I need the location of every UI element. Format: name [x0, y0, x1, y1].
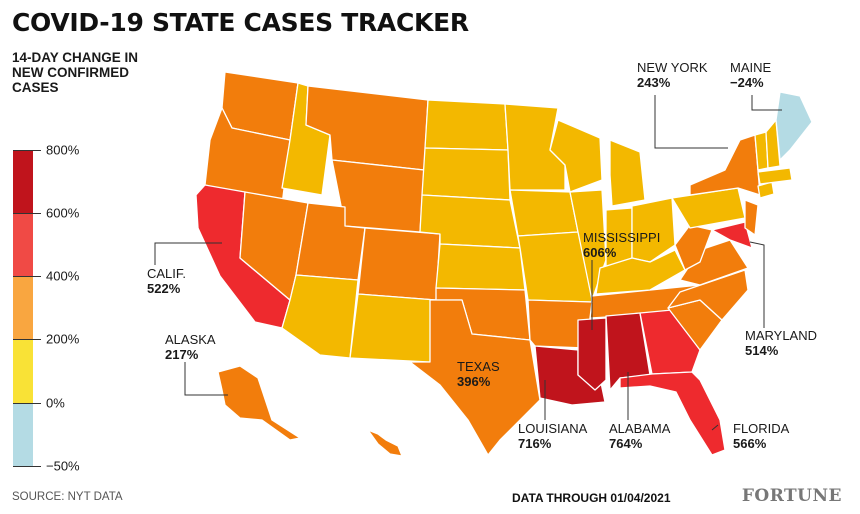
callout-name: NEW YORK — [637, 60, 708, 75]
legend-segment-600-800 — [13, 150, 33, 213]
state-new-hampshire — [765, 119, 781, 169]
callout-mississippi: MISSISSIPPI 606% — [583, 230, 660, 260]
legend-segment-400-600 — [13, 213, 33, 276]
leader-new-york — [654, 95, 728, 149]
legend-title: 14-DAY CHANGE IN NEW CONFIRMED CASES — [12, 50, 139, 95]
state-ohio — [631, 197, 676, 263]
callout-name: MAINE — [730, 60, 772, 75]
legend-tick-label: −50% — [46, 458, 80, 474]
legend-tick-label: 400% — [46, 268, 80, 284]
callout-name: ALABAMA — [609, 421, 671, 436]
state-massachusetts — [757, 167, 793, 185]
state-mississippi — [577, 317, 607, 391]
state-west-virginia — [674, 224, 713, 271]
legend-tick-line — [13, 403, 41, 404]
state-georgia — [639, 309, 701, 375]
state-florida — [619, 371, 726, 456]
callout-name: FLORIDA — [733, 421, 790, 436]
callout-name: MARYLAND — [745, 328, 818, 343]
callout-value: 764% — [609, 436, 643, 451]
state-new-york — [689, 134, 761, 196]
callout-louisiana: LOUISIANA 716% — [518, 421, 587, 451]
callout-value: 514% — [745, 343, 779, 358]
legend-tick-label: 0% — [46, 395, 65, 411]
callout-value: 522% — [147, 281, 181, 296]
callout-value: 217% — [165, 347, 199, 362]
callout-name: TEXAS — [457, 359, 500, 374]
callout-florida: FLORIDA 566% — [733, 421, 789, 451]
callout-new-york: NEW YORK 243% — [637, 60, 708, 90]
state-south-dakota — [421, 147, 511, 201]
legend-tick-line — [13, 339, 41, 340]
callout-maryland: MARYLAND 514% — [745, 328, 817, 358]
state-pennsylvania — [671, 187, 746, 229]
state-maryland — [711, 221, 753, 249]
leader-florida — [711, 424, 719, 431]
state-iowa — [509, 189, 579, 237]
leader-maine — [751, 95, 782, 111]
callout-name: LOUISIANA — [518, 421, 588, 436]
state-wyoming — [331, 159, 425, 233]
state-colorado — [357, 227, 441, 301]
state-north-dakota — [424, 99, 509, 151]
legend-segment-200-400 — [13, 276, 33, 339]
legend-segment-neg50-0 — [13, 403, 33, 466]
legend-tick-line — [13, 466, 41, 467]
legend-tick-label: 200% — [46, 331, 80, 347]
legend-tick-label: 600% — [46, 205, 80, 221]
state-michigan — [609, 139, 646, 207]
leader-maryland — [749, 241, 765, 328]
legend-segment-0-200 — [13, 339, 33, 403]
state-arizona — [281, 274, 359, 359]
state-new-mexico — [349, 293, 437, 363]
legend-tick-label: 800% — [46, 142, 80, 158]
state-minnesota — [504, 103, 566, 191]
state-north-carolina — [667, 269, 749, 321]
state-alaska — [217, 365, 301, 441]
callout-alaska: ALASKA 217% — [165, 332, 216, 362]
callout-value: 566% — [733, 436, 767, 451]
fortune-logo: FORTUNE — [741, 486, 842, 506]
leader-california — [154, 242, 222, 265]
state-kentucky — [595, 249, 686, 295]
legend-tick-line — [13, 213, 41, 214]
state-new-jersey — [744, 199, 759, 236]
callout-maine: MAINE −24% — [730, 60, 771, 90]
callout-value: 606% — [583, 245, 617, 260]
callout-value: 243% — [637, 75, 671, 90]
legend-tick-line — [13, 276, 41, 277]
state-texas — [409, 299, 541, 456]
leader-alaska — [184, 362, 228, 396]
legend-tick-line — [13, 150, 41, 151]
callout-name: ALASKA — [165, 332, 216, 347]
state-maine — [775, 91, 813, 161]
callout-california: CALIF. 522% — [147, 266, 186, 296]
source-note: SOURCE: NYT DATA — [12, 491, 123, 503]
state-hawaii — [367, 429, 403, 457]
callout-value: −24% — [730, 75, 764, 90]
callout-value: 716% — [518, 436, 552, 451]
callout-alabama: ALABAMA 764% — [609, 421, 670, 451]
callout-name: MISSISSIPPI — [583, 230, 661, 245]
callout-value: 396% — [457, 374, 491, 389]
callout-name: CALIF. — [147, 266, 187, 281]
callout-texas: TEXAS 396% — [457, 359, 500, 389]
legend-color-bar — [13, 150, 33, 466]
state-kansas — [435, 243, 526, 291]
page-title: COVID-19 STATE CASES TRACKER — [12, 8, 469, 37]
data-date-note: DATA THROUGH 01/04/2021 — [512, 491, 671, 505]
